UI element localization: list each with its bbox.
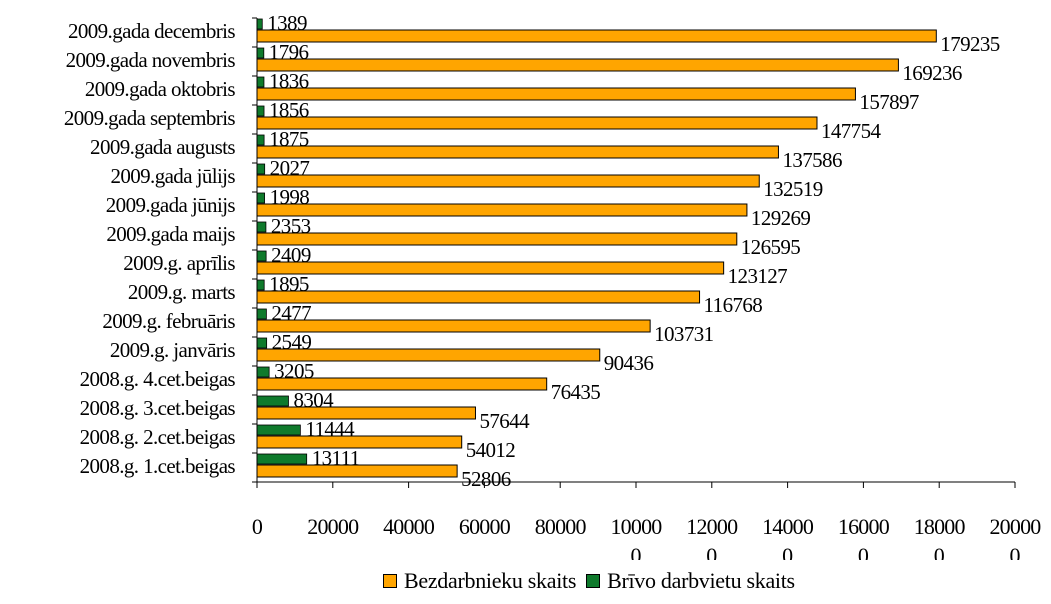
category-label: 2009.g. aprīlis xyxy=(123,251,235,275)
data-label-unemployed: 57644 xyxy=(479,409,530,433)
category-label: 2008.g. 2.cet.beigas xyxy=(80,425,236,449)
bar-vacancies xyxy=(256,337,268,349)
bar-unemployed xyxy=(256,406,476,420)
bar-vacancies xyxy=(256,308,267,320)
category-label: 2009.g. februāris xyxy=(102,309,235,333)
data-label-unemployed: 179235 xyxy=(940,32,1000,56)
bar-unemployed xyxy=(256,319,651,333)
data-label-unemployed: 157897 xyxy=(859,90,919,114)
bar-unemployed xyxy=(256,464,458,478)
data-label-unemployed: 90436 xyxy=(604,351,654,375)
category-label: 2009.gada oktobris xyxy=(85,77,236,101)
data-label-unemployed: 76435 xyxy=(551,380,601,404)
category-label: 2009.g. janvāris xyxy=(110,338,236,362)
legend-swatch-unemployed xyxy=(383,574,397,588)
legend-item-unemployed: Bezdarbnieku skaits xyxy=(383,568,576,594)
legend: Bezdarbnieku skaits Brīvo darbvietu skai… xyxy=(383,568,805,594)
bar-vacancies xyxy=(256,163,266,175)
data-label-unemployed: 169236 xyxy=(902,61,962,85)
bar-unemployed xyxy=(256,29,937,43)
bar-vacancies xyxy=(256,453,308,465)
data-label-unemployed: 129269 xyxy=(751,206,811,230)
x-tick-label: 12000 xyxy=(686,514,738,539)
x-tick-label-wrap: 0 xyxy=(1010,543,1021,560)
bar-vacancies xyxy=(256,279,265,291)
x-tick-label-wrap: 0 xyxy=(631,543,642,560)
bar-vacancies xyxy=(256,47,265,59)
data-label-unemployed: 123127 xyxy=(728,264,788,288)
bar-vacancies xyxy=(256,105,265,117)
category-label: 2008.g. 4.cet.beigas xyxy=(80,367,236,391)
x-tick-label-wrap: 0 xyxy=(706,543,717,560)
bar-unemployed xyxy=(256,261,725,275)
x-tick-label: 60000 xyxy=(459,514,511,539)
legend-label-unemployed: Bezdarbnieku skaits xyxy=(404,568,577,593)
x-tick-label: 20000 xyxy=(307,514,359,539)
bar-unemployed xyxy=(256,87,856,101)
x-tick-label-wrap: 0 xyxy=(782,543,793,560)
category-label: 2009.gada novembris xyxy=(66,48,236,72)
x-tick-label: 80000 xyxy=(535,514,587,539)
data-label-unemployed: 132519 xyxy=(763,177,823,201)
x-tick-label: 18000 xyxy=(914,514,966,539)
category-label: 2009.gada septembris xyxy=(64,106,236,130)
bar-vacancies xyxy=(256,366,270,378)
category-label: 2009.gada decembris xyxy=(68,19,235,43)
category-label: 2009.gada maijs xyxy=(106,222,235,246)
category-label: 2009.gada augusts xyxy=(90,135,235,159)
bar-vacancies xyxy=(256,18,263,30)
data-label-unemployed: 116768 xyxy=(704,293,763,317)
bar-vacancies xyxy=(256,192,265,204)
bar-unemployed xyxy=(256,174,760,188)
data-label-unemployed: 137586 xyxy=(782,148,842,172)
category-label: 2008.g. 3.cet.beigas xyxy=(80,396,236,420)
bar-vacancies xyxy=(256,424,301,436)
x-tick-label-wrap: 0 xyxy=(934,543,945,560)
x-tick-label: 16000 xyxy=(838,514,890,539)
legend-label-vacancies: Brīvo darbvietu skaits xyxy=(607,568,795,593)
bar-vacancies xyxy=(256,134,265,146)
category-label: 2008.g. 1.cet.beigas xyxy=(80,454,236,478)
category-label: 2009.gada jūlijs xyxy=(110,164,235,188)
bar-unemployed xyxy=(256,203,748,217)
x-tick-label: 40000 xyxy=(383,514,435,539)
x-tick-label: 20000 xyxy=(989,514,1041,539)
x-tick-label: 0 xyxy=(252,514,263,539)
bar-unemployed xyxy=(256,290,701,304)
bar-vacancies xyxy=(256,250,267,262)
bar-unemployed xyxy=(256,232,738,246)
category-label: 2009.gada jūnijs xyxy=(106,193,236,217)
data-label-unemployed: 126595 xyxy=(741,235,801,259)
x-tick-label-wrap: 0 xyxy=(858,543,869,560)
bar-unemployed xyxy=(256,58,899,72)
category-label: 2009.g. marts xyxy=(128,280,236,304)
bar-unemployed xyxy=(256,116,818,130)
legend-swatch-vacancies xyxy=(586,574,601,588)
legend-item-vacancies: Brīvo darbvietu skaits xyxy=(586,568,795,594)
bar-unemployed xyxy=(256,145,779,159)
data-label-unemployed: 147754 xyxy=(821,119,882,143)
x-tick-label: 14000 xyxy=(762,514,814,539)
data-label-unemployed: 52806 xyxy=(461,467,511,491)
data-label-unemployed: 103731 xyxy=(654,322,714,346)
bar-vacancies xyxy=(256,76,265,88)
bar-vacancies xyxy=(256,221,267,233)
x-tick-label: 10000 xyxy=(610,514,662,539)
bar-vacancies xyxy=(256,395,289,407)
data-label-unemployed: 54012 xyxy=(466,438,516,462)
